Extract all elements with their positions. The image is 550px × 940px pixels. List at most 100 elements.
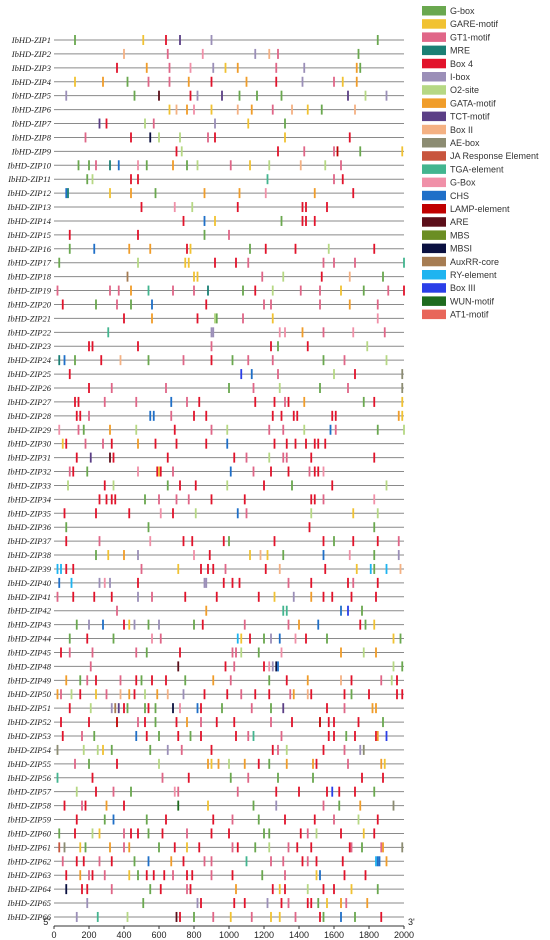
- element-site: [58, 842, 61, 853]
- element-site: [67, 188, 69, 199]
- gene-label: IbHD-ZIP17: [7, 258, 52, 268]
- element-site: [91, 341, 94, 352]
- element-site: [151, 591, 153, 602]
- element-site: [350, 689, 353, 700]
- element-site: [208, 550, 211, 561]
- element-site: [200, 563, 202, 574]
- element-site: [214, 118, 216, 129]
- element-site: [357, 814, 360, 825]
- element-site: [250, 911, 253, 922]
- element-site: [362, 396, 365, 407]
- element-site: [278, 327, 281, 338]
- element-site: [128, 619, 131, 630]
- element-site: [275, 661, 278, 672]
- element-site: [322, 884, 325, 895]
- gene-label: IbHD-ZIP63: [7, 870, 51, 880]
- element-site: [182, 856, 185, 867]
- element-site: [401, 842, 404, 853]
- element-site: [322, 327, 325, 338]
- gene-label: IbHD-ZIP2: [11, 49, 52, 59]
- element-site: [333, 731, 335, 741]
- element-site: [322, 911, 325, 922]
- element-site: [128, 508, 131, 519]
- element-site: [247, 118, 250, 129]
- element-site: [247, 731, 250, 741]
- element-site: [401, 369, 404, 380]
- gene-label: IbHD-ZIP8: [11, 132, 52, 142]
- element-site: [72, 466, 75, 477]
- element-site: [268, 842, 271, 853]
- element-site: [186, 104, 188, 115]
- element-site: [229, 466, 232, 477]
- element-site: [298, 619, 300, 630]
- element-site: [170, 856, 173, 867]
- element-site: [135, 731, 138, 741]
- element-site: [147, 355, 150, 366]
- element-site: [257, 814, 260, 825]
- element-site: [152, 870, 155, 881]
- element-site: [278, 383, 281, 393]
- element-site: [296, 842, 299, 853]
- element-site: [103, 480, 106, 491]
- element-site: [112, 633, 115, 644]
- gene-label: IbHD-ZIP6: [11, 105, 52, 115]
- element-site: [58, 577, 61, 588]
- element-site: [82, 744, 85, 755]
- element-site: [114, 494, 117, 505]
- element-site: [144, 703, 146, 714]
- legend-swatch: [422, 230, 446, 240]
- element-site: [373, 396, 376, 407]
- element-site: [170, 396, 173, 407]
- element-site: [214, 313, 216, 324]
- element-site: [130, 188, 132, 199]
- element-site: [116, 299, 118, 310]
- element-site: [175, 104, 178, 115]
- element-site: [210, 104, 213, 115]
- element-site: [112, 786, 115, 797]
- element-site: [345, 731, 348, 741]
- element-site: [271, 744, 274, 755]
- element-site: [282, 605, 285, 616]
- legend-label: G-box: [450, 6, 475, 16]
- legend-label: AE-box: [450, 138, 480, 148]
- element-site: [355, 62, 358, 73]
- element-site: [95, 689, 97, 700]
- element-site: [130, 174, 132, 185]
- element-site: [333, 76, 335, 87]
- element-site: [333, 174, 335, 185]
- element-site: [310, 689, 313, 700]
- element-site: [123, 619, 125, 630]
- element-site: [86, 675, 89, 686]
- x-tick-label: 800: [186, 930, 201, 940]
- element-site: [380, 675, 383, 686]
- legend-label: RY-element: [450, 270, 497, 280]
- element-site: [63, 355, 66, 366]
- element-site: [347, 577, 349, 588]
- legend-label: GATA-motif: [450, 98, 496, 108]
- element-site: [112, 814, 115, 825]
- element-site: [186, 717, 188, 728]
- element-site: [89, 661, 92, 672]
- element-site: [109, 160, 111, 171]
- element-site: [91, 647, 94, 658]
- element-site: [284, 396, 286, 407]
- element-site: [166, 480, 169, 491]
- element-site: [186, 884, 188, 895]
- element-site: [333, 884, 335, 895]
- element-site: [65, 870, 68, 881]
- element-site: [165, 383, 167, 393]
- element-site: [186, 870, 188, 881]
- element-site: [399, 563, 402, 574]
- element-site: [401, 689, 404, 700]
- gene-lines: [54, 39, 404, 918]
- element-site: [303, 424, 306, 435]
- x-tick-label: 200: [81, 930, 96, 940]
- element-site: [284, 814, 286, 825]
- element-site: [375, 647, 377, 658]
- x-axis: 0 200 400 600 800 1000 1200 1400 1600 1800 2000 5' 3…: [43, 917, 415, 940]
- element-site: [278, 884, 281, 895]
- element-site: [93, 731, 96, 741]
- element-site: [173, 202, 176, 213]
- element-site: [117, 703, 120, 714]
- element-site: [313, 215, 316, 226]
